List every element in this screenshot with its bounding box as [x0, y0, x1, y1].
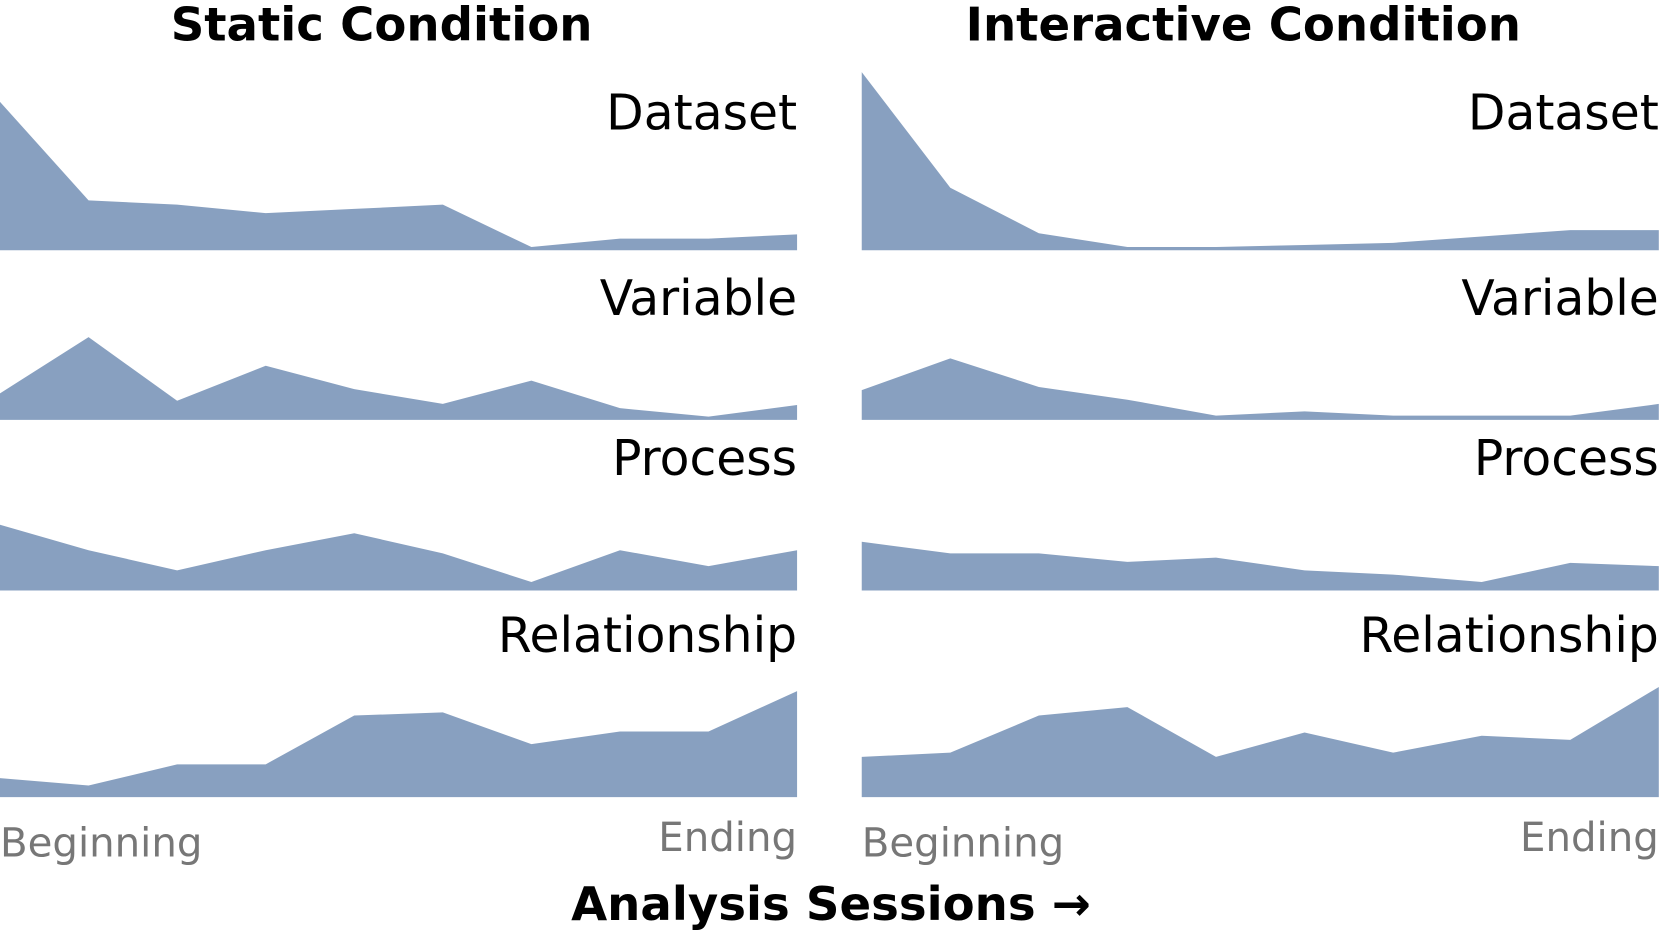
end-label: Ending: [1520, 815, 1659, 861]
series-label: Dataset: [1468, 85, 1659, 141]
start-label: Beginning: [862, 821, 1064, 867]
end-label: Ending: [658, 815, 797, 861]
series-label: Relationship: [1360, 608, 1659, 664]
area: [0, 524, 798, 591]
panel-title: Interactive Condition: [966, 0, 1521, 51]
start-label: Beginning: [0, 821, 202, 867]
area: [861, 541, 1659, 591]
panel-title: Static Condition: [171, 0, 593, 51]
series-label: Process: [1474, 431, 1659, 487]
area: [0, 101, 798, 251]
series-label: Process: [612, 431, 797, 487]
series-label: Variable: [1461, 271, 1658, 327]
series-label: Dataset: [606, 85, 797, 141]
area: [861, 358, 1659, 420]
x-axis-label: Analysis Sessions →: [571, 877, 1091, 931]
series-label: Variable: [600, 271, 797, 327]
area: [861, 72, 1659, 251]
area: [0, 691, 798, 798]
area: [861, 686, 1659, 798]
area: [0, 337, 798, 420]
series-label: Relationship: [498, 608, 797, 664]
